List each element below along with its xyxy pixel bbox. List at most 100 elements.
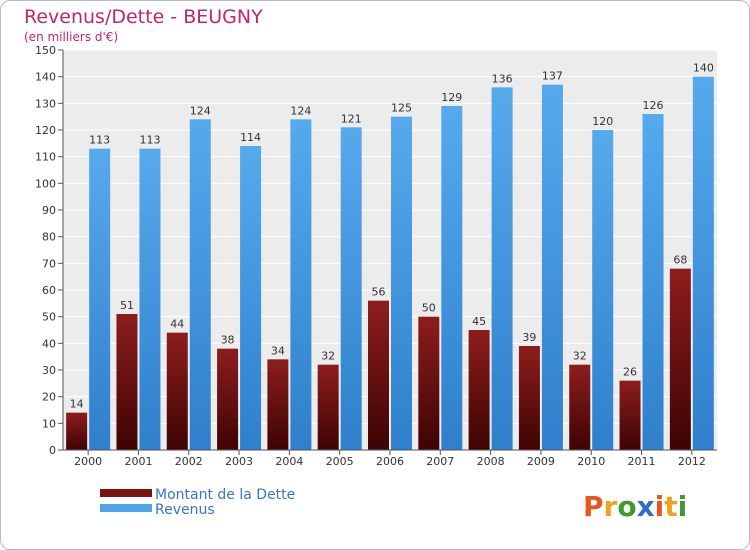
value-label-dette: 34: [271, 344, 285, 357]
bar-dette: [368, 300, 389, 450]
bar-revenus: [139, 148, 161, 450]
y-tick-label: 20: [42, 391, 56, 404]
value-label-dette: 50: [422, 302, 436, 315]
x-tick-label: 2005: [326, 455, 354, 468]
logo-letter: o: [617, 490, 636, 523]
plot-area: [63, 50, 717, 450]
bar-revenus: [642, 114, 664, 450]
y-tick-label: 120: [35, 124, 56, 137]
bar-dette: [619, 380, 641, 450]
value-label-dette: 26: [623, 366, 637, 379]
value-label-dette: 44: [170, 318, 184, 331]
x-tick-label: 2003: [225, 455, 253, 468]
x-tick-label: 2011: [628, 455, 656, 468]
x-tick-label: 2004: [275, 455, 303, 468]
bar-revenus: [340, 127, 362, 450]
value-label-revenus: 136: [492, 72, 513, 85]
value-label-dette: 14: [70, 398, 84, 411]
bar-dette: [267, 359, 289, 450]
x-tick-label: 2008: [477, 455, 505, 468]
logo-letter: t: [664, 490, 677, 523]
bars: [66, 76, 714, 451]
bar-revenus: [391, 116, 412, 451]
bar-dette: [569, 364, 591, 450]
legend-swatch-dette: [100, 489, 152, 497]
bar-dette: [418, 316, 440, 450]
y-tick-label: 100: [35, 177, 56, 190]
bar-dette: [468, 330, 490, 450]
bar-dette: [669, 268, 691, 450]
value-label-revenus: 137: [542, 70, 563, 83]
y-tick-label: 130: [35, 97, 56, 110]
value-label-dette: 32: [573, 350, 587, 363]
value-label-revenus: 126: [643, 99, 664, 112]
legend-label-revenus: Revenus: [155, 502, 215, 518]
value-label-dette: 56: [372, 286, 386, 299]
x-tick-label: 2012: [678, 455, 706, 468]
y-tick-label: 30: [42, 364, 56, 377]
x-tick-label: 2009: [527, 455, 555, 468]
y-tick-label: 60: [42, 284, 56, 297]
y-axis: 0 10 20 30 40 50 60 70 80 90 100 110 120 130 140 150: [35, 44, 64, 457]
y-tick-label: 150: [35, 44, 56, 57]
logo-letter: i: [678, 490, 688, 523]
bar-revenus: [189, 119, 211, 450]
bar-dette: [217, 348, 239, 450]
bar-dette: [317, 364, 339, 450]
legend-swatch-revenus: [100, 504, 152, 512]
y-tick-label: 80: [42, 231, 56, 244]
chart-title: Revenus/Dette - BEUGNY: [24, 6, 263, 28]
value-label-dette: 45: [472, 315, 486, 328]
value-label-revenus: 140: [693, 62, 714, 75]
y-tick-label: 50: [42, 311, 56, 324]
value-label-revenus: 114: [240, 131, 261, 144]
bar-revenus: [692, 76, 714, 451]
bar-revenus: [441, 106, 463, 450]
bar-dette: [66, 412, 88, 450]
y-tick-label: 70: [42, 257, 56, 270]
logo-letter: r: [604, 490, 618, 523]
value-label-revenus: 124: [290, 104, 311, 117]
legend: Montant de la Dette Revenus: [100, 487, 295, 518]
bar-dette: [518, 346, 540, 450]
proxiti-logo: Proxiti: [583, 490, 687, 523]
bar-revenus: [240, 146, 262, 450]
x-tick-label: 2000: [74, 455, 102, 468]
x-tick-label: 2002: [175, 455, 203, 468]
bar-revenus: [491, 87, 513, 450]
y-tick-label: 10: [42, 417, 56, 430]
bar-dette: [166, 332, 188, 450]
logo-letter: x: [637, 490, 655, 523]
value-label-revenus: 124: [190, 104, 211, 117]
value-label-dette: 68: [673, 254, 687, 267]
bar-revenus: [541, 84, 563, 451]
y-tick-label: 90: [42, 204, 56, 217]
x-tick-label: 2006: [376, 455, 404, 468]
value-label-revenus: 113: [89, 134, 110, 147]
chart-subtitle: (en milliers d'€): [24, 30, 118, 44]
value-label-dette: 38: [221, 334, 235, 347]
logo-letter: i: [655, 490, 665, 523]
y-tick-label: 0: [49, 444, 56, 457]
value-labels: 14 113 51 113 44 124 38 114 34 124 32 121 56 125 50 129…: [70, 62, 714, 411]
logo-letter: P: [583, 490, 604, 523]
bar-revenus: [290, 119, 312, 450]
value-label-revenus: 113: [139, 134, 160, 147]
y-tick-label: 110: [35, 151, 56, 164]
value-label-dette: 32: [321, 350, 335, 363]
x-tick-label: 2007: [426, 455, 454, 468]
y-tick-label: 40: [42, 337, 56, 350]
y-tick-label: 140: [35, 71, 56, 84]
value-label-revenus: 120: [592, 115, 613, 128]
x-tick-label: 2010: [577, 455, 605, 468]
value-label-revenus: 129: [441, 91, 462, 104]
value-label-revenus: 121: [341, 112, 362, 125]
value-label-revenus: 125: [391, 102, 412, 115]
bar-revenus: [592, 130, 614, 450]
legend-label-dette: Montant de la Dette: [155, 487, 295, 503]
bar-revenus: [89, 148, 111, 450]
x-axis: 2000 2001 2002 2003 2004 2005 2006 2007 2008 2009…: [63, 449, 717, 468]
value-label-dette: 51: [120, 299, 134, 312]
bar-dette: [116, 314, 138, 450]
